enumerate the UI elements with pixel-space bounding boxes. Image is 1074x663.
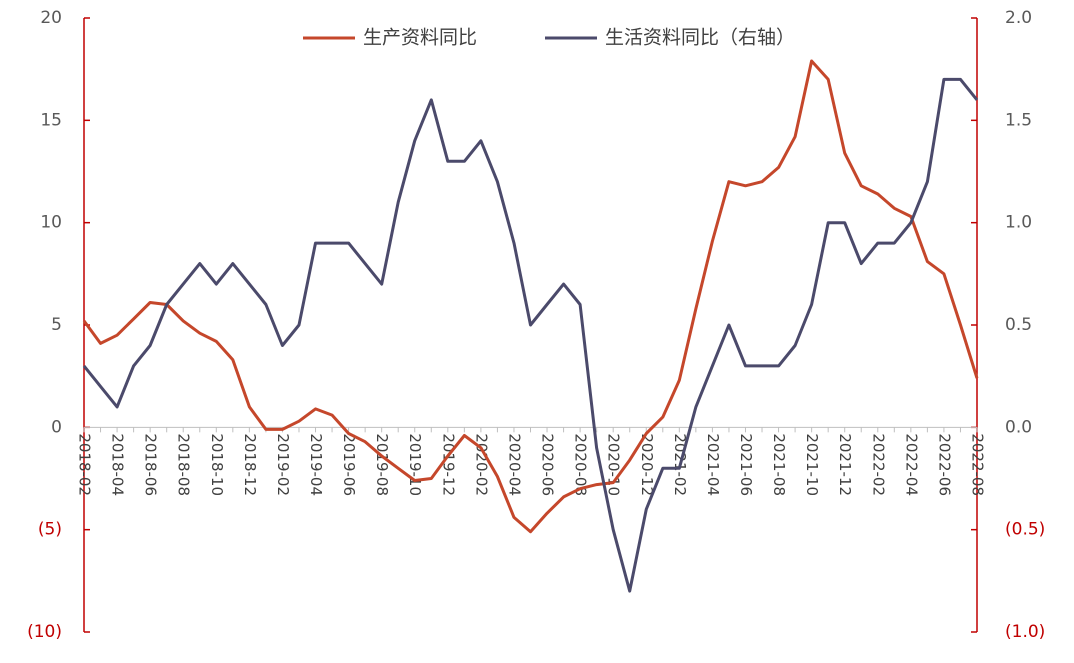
y-tick-label: 15 [40,110,62,130]
x-tick-label: 2020-12 [638,433,656,496]
x-tick-label: 2020-04 [505,433,523,496]
x-tick-label: 2021-10 [803,433,821,496]
series-line [82,59,979,534]
x-tick-label: 2020-10 [605,433,623,496]
x-tick-label: 2019-06 [340,433,358,496]
x-tick-label: 2021-04 [704,433,722,496]
y-tick-label: (10) [27,622,62,642]
y-tick-label: 0 [51,417,62,437]
x-tick-label: 2019-10 [406,433,424,496]
x-tick-label: 2022-02 [869,433,887,496]
y2-tick-label: (0.5) [1005,520,1045,540]
x-tick-label: 2018-06 [142,433,160,496]
x-tick-label: 2018-12 [241,433,259,496]
x-tick-label: 2021-08 [770,433,788,496]
x-tick-label: 2021-12 [836,433,854,496]
x-tick-label: 2022-08 [969,433,987,496]
x-tick-label: 2018-04 [109,433,127,496]
y2-tick-label: 0.0 [1005,417,1032,437]
y2-tick-label: 1.0 [1005,213,1032,233]
x-tick-label: 2019-02 [274,433,292,496]
x-tick-label: 2021-06 [737,433,755,496]
y2-tick-label: 2.0 [1005,8,1032,28]
legend-label: 生产资料同比 [363,27,477,49]
y-tick-label: (5) [38,520,62,540]
y2-tick-label: (1.0) [1005,622,1045,642]
y-tick-label: 20 [40,8,62,28]
y-tick-label: 10 [40,213,62,233]
y-tick-label: 5 [51,315,62,335]
x-tick-label: 2020-08 [572,433,590,496]
x-tick-label: 2020-06 [539,433,557,496]
x-tick-label: 2019-08 [373,433,391,496]
x-tick-label: 2018-10 [208,433,226,496]
x-tick-label: 2018-02 [76,433,94,496]
legend-label: 生活资料同比（右轴） [605,27,795,49]
x-tick-label: 2022-04 [902,433,920,496]
x-tick-label: 2019-04 [307,433,325,496]
x-tick-label: 2018-08 [175,433,193,496]
x-tick-label: 2022-06 [935,433,953,496]
y2-tick-label: 0.5 [1005,315,1032,335]
series-line [82,77,979,593]
x-tick-label: 2020-02 [472,433,490,496]
y2-tick-label: 1.5 [1005,110,1032,130]
